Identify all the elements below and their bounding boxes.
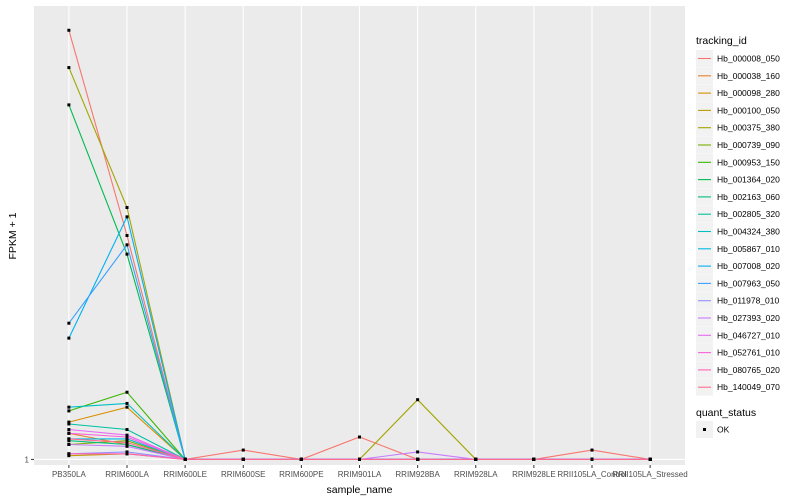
data-point [125,450,129,454]
data-point [125,452,129,456]
x-axis-title: sample_name [327,484,393,496]
data-point [67,452,71,456]
x-tick-label: RRIM928LE [512,470,556,479]
data-point [125,234,129,237]
data-point [125,252,129,256]
data-point [416,398,420,402]
data-point [67,405,71,409]
status-legend-marker [703,428,706,431]
data-point [125,215,129,219]
data-point [67,103,71,107]
data-point [67,422,71,426]
legend-label: Hb_052761_010 [717,348,780,358]
legend-label: Hb_007963_050 [717,278,780,288]
data-point [648,457,652,461]
status-legend-title: quant_status [696,407,756,419]
legend-label: Hb_002805_320 [717,209,780,219]
data-point [67,420,71,424]
x-tick-label: RRIM928BA [395,470,440,479]
legend-label: Hb_027393_020 [717,313,780,323]
data-point [125,437,129,441]
data-point [125,439,129,443]
legend-label: Hb_011978_010 [717,296,780,306]
legend-label: Hb_046727_010 [717,330,780,340]
legend-label: Hb_007008_020 [717,261,780,271]
data-point [183,457,187,461]
data-point [67,28,71,32]
data-point [67,439,71,443]
x-tick-label: RRIM600LA [105,470,149,479]
legend-label: Hb_005867_010 [717,244,780,254]
x-axis: PB350LA RRIM600LA RRIM600LE RRIM600SE RRIM60… [52,465,688,479]
data-point [358,435,361,439]
series-points [67,28,652,461]
data-point [67,431,71,435]
data-point [125,401,129,405]
data-point [125,206,129,210]
data-point [416,457,420,461]
data-point [125,442,129,446]
data-point [67,336,71,340]
data-point [125,405,129,409]
data-point [67,66,71,70]
legend-label: Hb_004324_380 [717,227,780,237]
legend-label: Hb_000038_160 [717,71,780,81]
data-point [241,457,245,461]
legend-label: Hb_000375_380 [717,123,780,133]
legend-label: Hb_002163_060 [717,192,780,202]
data-point [532,457,536,461]
x-tick-label: RRII105LA_Control [557,470,627,479]
data-point [67,409,71,413]
data-point [590,457,594,461]
status-legend-items: OK [696,421,730,438]
legend-label: Hb_140049_070 [717,382,780,392]
data-point [358,457,361,461]
y-tick-label: 1 [25,455,30,464]
data-point [125,428,129,432]
legend-label: Hb_000739_090 [717,140,780,150]
x-tick-label: RRIM600LE [163,470,207,479]
x-tick-label: PB350LA [52,470,86,479]
data-point [416,450,420,454]
data-point [590,448,594,452]
legend-label: Hb_000100_050 [717,105,780,115]
y-axis: 1 [25,455,34,464]
data-point [125,444,129,448]
data-point [125,435,129,439]
x-tick-label: RRIM928LA [454,470,498,479]
legend-label: Hb_000098_280 [717,88,780,98]
data-point [67,321,71,325]
data-point [299,457,303,461]
data-point [67,428,71,432]
legend: tracking_id Hb_000008_050Hb_000038_160Hb… [696,35,780,438]
data-point [125,433,129,437]
legend-title: tracking_id [696,35,747,47]
legend-label: Hb_000953_150 [717,157,780,167]
data-point [125,441,129,445]
legend-label: Hb_080765_020 [717,365,780,375]
x-tick-label: RRII105LA_Stressed [613,470,688,479]
data-point [125,243,129,247]
legend-label: Hb_000008_050 [717,54,780,64]
legend-label: Hb_001364_020 [717,175,780,185]
status-legend-label: OK [717,425,730,435]
data-point [67,454,71,458]
data-point [67,437,71,441]
legend-items: Hb_000008_050 Hb_000038_160 Hb_000098_280 H… [696,50,780,396]
data-point [67,442,71,446]
x-tick-label: RRIM600PE [279,470,323,479]
data-point [474,457,478,461]
data-point [241,448,245,452]
x-tick-label: RRIM600SE [221,470,265,479]
x-tick-label: RRIM901LA [338,470,382,479]
y-axis-title: FPKM + 1 [7,212,19,259]
data-point [125,390,129,394]
